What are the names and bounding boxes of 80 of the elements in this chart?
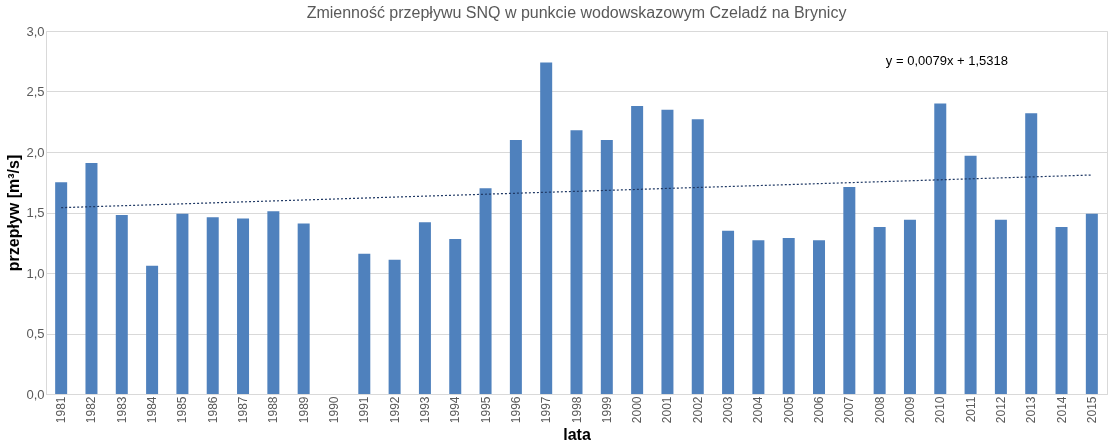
bar (1025, 113, 1038, 394)
x-tick-label: 2005 (781, 396, 796, 424)
x-tick-label: 1984 (145, 396, 160, 424)
x-tick-label: 1981 (54, 396, 69, 424)
x-axis-title: lata (563, 426, 591, 444)
x-tick-label: 1990 (326, 396, 341, 424)
bar (297, 223, 310, 394)
bar (994, 219, 1007, 394)
bar (1085, 213, 1098, 394)
x-tick-label: 1997 (539, 396, 554, 424)
x-tick-label: 1982 (84, 396, 99, 424)
x-tick-label: 2006 (812, 396, 827, 424)
bar (540, 62, 553, 394)
x-tick-label: 1991 (357, 396, 372, 424)
x-tick-label: 1989 (296, 396, 311, 424)
x-tick-label: 2012 (993, 396, 1008, 424)
bar (570, 130, 583, 394)
bar (449, 239, 462, 394)
x-tick-label: 1983 (114, 396, 129, 424)
x-tick-label: 1985 (175, 396, 190, 424)
bar (813, 240, 826, 394)
bar (509, 139, 522, 394)
bar (782, 237, 795, 394)
bar (237, 218, 250, 394)
bar (267, 211, 280, 394)
x-tick-label: 1988 (266, 396, 281, 424)
y-tick-label: 1,5 (26, 205, 45, 220)
y-tick-label: 2,0 (26, 144, 45, 160)
bar (388, 259, 401, 394)
x-tick-label: 2011 (963, 396, 978, 423)
x-tick-label: 2015 (1084, 396, 1099, 424)
x-tick-label: 1994 (448, 396, 463, 424)
x-tick-label: 1993 (417, 396, 432, 424)
chart-title: Zmienność przepływu SNQ w punkcie wodowskazowym Czeladź na Brynicy (306, 4, 847, 21)
bar (479, 188, 492, 394)
y-axis-title: przepływ [m³/s] (5, 154, 23, 272)
x-tick-label: 2013 (1024, 396, 1039, 424)
bar (55, 182, 68, 394)
bar (85, 162, 98, 394)
annotation: y = 0,0079x + 1,5318 (885, 53, 1008, 68)
x-tick-label: 2001 (660, 396, 675, 424)
bar (691, 119, 704, 394)
x-tick-label: 2014 (1054, 396, 1069, 424)
x-tick-label: 2007 (842, 396, 857, 424)
bar (934, 103, 947, 394)
x-tick-label: 2008 (872, 396, 887, 424)
x-tick-label: 2003 (721, 396, 736, 424)
y-tick-label: 0,0 (26, 386, 45, 402)
bar (176, 213, 189, 394)
x-tick-label: 1992 (387, 396, 402, 424)
y-tick-label: 3,0 (26, 23, 45, 39)
bar (631, 106, 644, 394)
bar (722, 230, 735, 394)
bar (115, 214, 128, 394)
bar (964, 155, 977, 394)
bar (206, 217, 219, 394)
x-tick-label: 1987 (236, 396, 251, 424)
bar (146, 265, 159, 394)
bar (661, 109, 674, 394)
x-tick-label: 1999 (599, 396, 614, 424)
x-tick-label: 1996 (508, 396, 523, 424)
x-tick-label: 1995 (478, 396, 493, 424)
y-tick-label: 2,5 (26, 84, 45, 99)
bar (752, 240, 765, 394)
x-tick-label: 2000 (630, 396, 645, 424)
bar (358, 253, 371, 394)
x-tick-label: 2009 (902, 396, 917, 424)
x-tick-label: 2002 (690, 396, 705, 424)
x-tick-label: 1998 (569, 396, 584, 424)
y-tick-label: 0,5 (26, 326, 45, 341)
bar (843, 187, 856, 394)
x-tick-label: 2010 (933, 396, 948, 424)
x-tick-label: 2004 (751, 396, 766, 424)
y-tick-label: 1,0 (26, 265, 45, 281)
x-tick-label: 1986 (205, 396, 220, 424)
bar (418, 222, 431, 394)
bar (600, 139, 613, 394)
bar (873, 227, 886, 394)
bar (1055, 227, 1068, 394)
bar (903, 219, 916, 394)
